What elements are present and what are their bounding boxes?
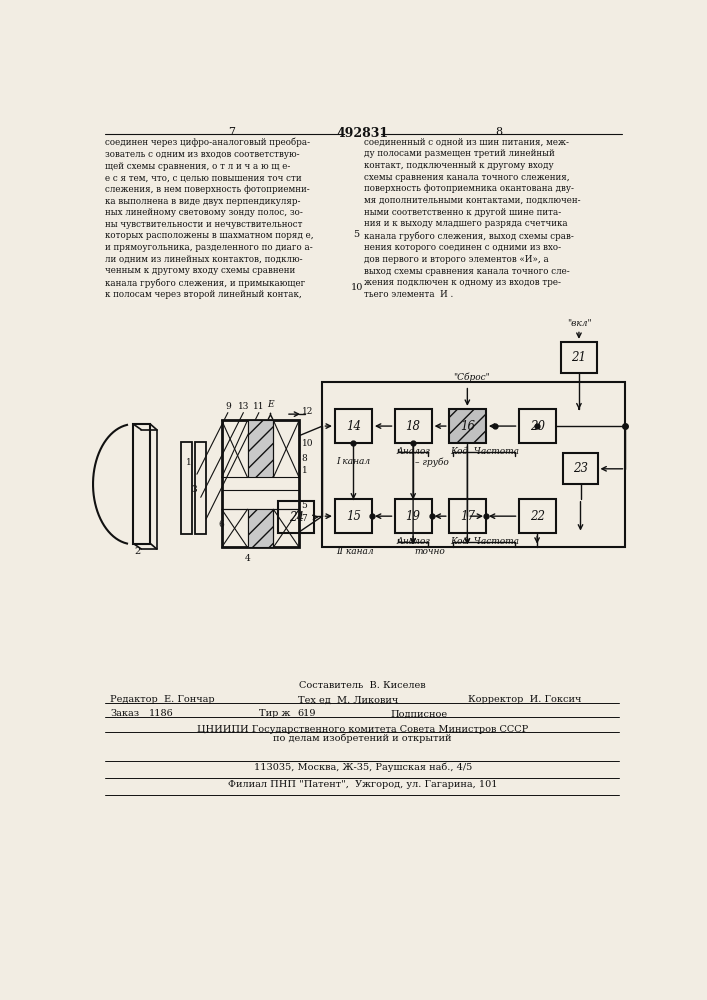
Bar (247, 509, 274, 547)
Text: 19: 19 (406, 510, 421, 523)
Text: 17: 17 (460, 510, 475, 523)
Text: 15: 15 (346, 510, 361, 523)
Text: E: E (267, 400, 274, 409)
Text: 11: 11 (253, 402, 264, 411)
Text: Аналог: Аналог (396, 447, 430, 456)
Bar (395, 409, 432, 443)
Text: 9: 9 (225, 402, 230, 411)
Bar (561, 342, 597, 373)
Text: 21: 21 (571, 351, 586, 364)
Bar (279, 501, 314, 533)
Text: 1186: 1186 (149, 709, 174, 718)
Text: по делам изобретений и открытий: по делам изобретений и открытий (274, 733, 452, 743)
Bar (449, 499, 486, 533)
Text: 5: 5 (354, 230, 360, 239)
Text: Код  Частота: Код Частота (450, 537, 520, 546)
Bar (518, 499, 556, 533)
Text: 8: 8 (496, 127, 503, 137)
Text: 7: 7 (301, 514, 308, 523)
Bar (134, 424, 151, 544)
Bar (449, 409, 486, 443)
Bar (274, 509, 299, 547)
Text: 23: 23 (573, 462, 588, 475)
Bar (395, 499, 432, 533)
Text: 1: 1 (186, 458, 192, 467)
Text: 8: 8 (301, 454, 308, 463)
Text: 16: 16 (460, 420, 475, 433)
Text: Составитель  В. Киселев: Составитель В. Киселев (299, 681, 426, 690)
Text: 13: 13 (238, 402, 249, 411)
Text: 619: 619 (298, 709, 316, 718)
Text: 4: 4 (245, 554, 250, 563)
Text: "Сброс": "Сброс" (453, 372, 490, 382)
Text: соединен через цифро-аналоговый преобра-
зователь с одним из входов соответствую: соединен через цифро-аналоговый преобра-… (105, 138, 314, 299)
Text: Аналог: Аналог (396, 537, 430, 546)
Text: Заказ: Заказ (110, 709, 139, 718)
Text: 113035, Москва, Ж-35, Раушская наб., 4/5: 113035, Москва, Ж-35, Раушская наб., 4/5 (254, 763, 472, 772)
Bar (222, 420, 247, 477)
Text: 24: 24 (288, 511, 303, 524)
Text: ЦНИИПИ Государственного комитета Совета Министров СССР: ЦНИИПИ Государственного комитета Совета … (197, 725, 528, 734)
Text: I канал: I канал (337, 457, 370, 466)
Bar (182, 442, 192, 534)
Bar (335, 499, 372, 533)
Bar (195, 442, 206, 534)
Text: 2: 2 (134, 547, 140, 556)
Text: 7: 7 (228, 127, 235, 137)
Bar (563, 453, 597, 484)
Text: Код  Частота: Код Частота (450, 447, 520, 456)
Bar (222, 509, 247, 547)
Text: 1: 1 (301, 466, 308, 475)
Text: II канал: II канал (337, 547, 374, 556)
Text: – грубо: – грубо (414, 457, 448, 467)
Text: 6: 6 (218, 520, 224, 529)
Text: точно: точно (414, 547, 445, 556)
Text: Корректор  И. Гоксич: Корректор И. Гоксич (468, 695, 581, 704)
Bar (222, 420, 299, 547)
Text: Филиал ПНП "Патент",  Ужгород, ул. Гагарина, 101: Филиал ПНП "Патент", Ужгород, ул. Гагари… (228, 780, 498, 789)
Bar (518, 409, 556, 443)
Text: соединенный с одной из шин питания, меж-
ду полосами размещен третий линейный
ко: соединенный с одной из шин питания, меж-… (364, 138, 581, 299)
Text: 20: 20 (530, 420, 544, 433)
Text: 22: 22 (530, 510, 544, 523)
Text: Подписное: Подписное (391, 709, 448, 718)
Text: Тех ед  М. Ликович: Тех ед М. Ликович (298, 695, 398, 704)
Bar (335, 409, 372, 443)
Text: 12: 12 (301, 407, 313, 416)
Text: Редактор  Е. Гончар: Редактор Е. Гончар (110, 695, 215, 704)
Bar (247, 420, 274, 477)
Text: 10: 10 (351, 283, 363, 292)
Text: 5: 5 (301, 501, 308, 510)
Bar (322, 382, 626, 547)
Text: 10: 10 (301, 439, 313, 448)
Bar (274, 420, 299, 477)
Text: 492831: 492831 (337, 127, 389, 140)
Text: "вкл": "вкл" (566, 319, 591, 328)
Text: 18: 18 (406, 420, 421, 433)
Text: 14: 14 (346, 420, 361, 433)
Text: Тир ж: Тир ж (259, 709, 291, 718)
Text: 3: 3 (192, 485, 197, 494)
